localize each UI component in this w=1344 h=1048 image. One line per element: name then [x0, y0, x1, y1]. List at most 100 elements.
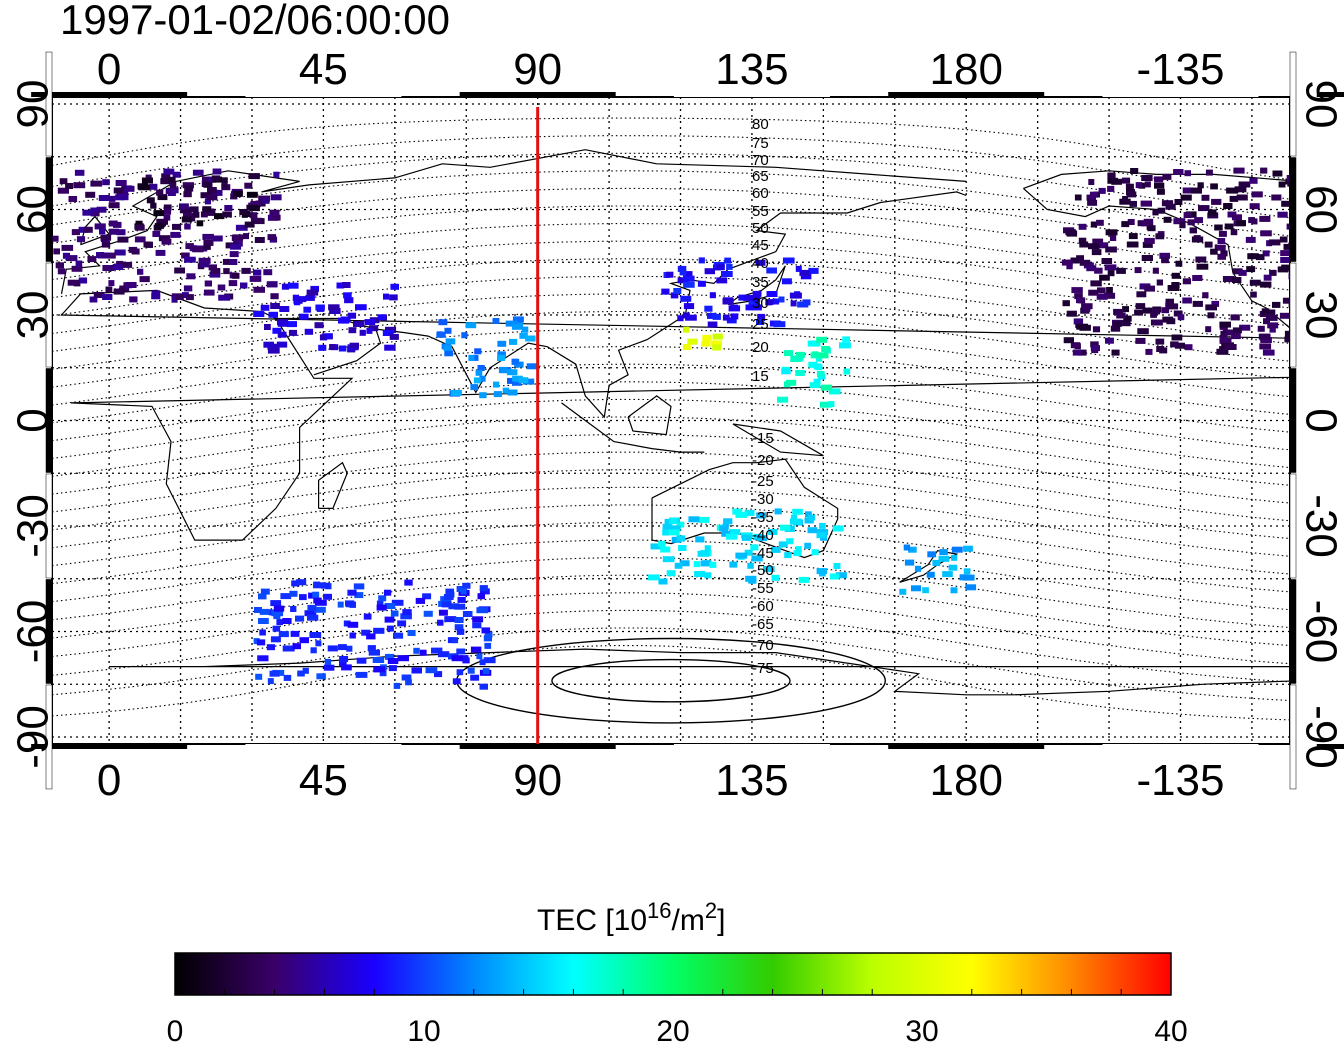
tec-cell: [811, 549, 819, 556]
tec-cell: [1073, 318, 1084, 325]
tec-cell: [1112, 320, 1123, 327]
tec-cell: [338, 345, 347, 352]
tec-cell: [304, 328, 314, 335]
tec-cell: [1214, 224, 1223, 231]
tec-cell: [1284, 330, 1290, 337]
tec-cell: [451, 637, 459, 644]
tec-cell: [168, 176, 176, 183]
tec-cell: [816, 371, 825, 377]
tec-cell: [1333, 344, 1342, 350]
tec-cell: [1088, 179, 1095, 185]
tec-cell: [795, 265, 802, 272]
tec-cell: [100, 234, 112, 241]
tec-cell: [1208, 209, 1217, 216]
tec-cell: [329, 344, 336, 350]
tec-cell: [1280, 250, 1290, 257]
tec-cell: [388, 665, 397, 672]
tec-cell: [198, 257, 211, 264]
left-y-tick-label: 90: [9, 80, 58, 129]
tec-cell: [113, 187, 123, 194]
mlat-contour: [52, 398, 1290, 469]
tec-cell: [124, 185, 135, 192]
tec-cell: [223, 268, 230, 275]
tec-cell: [1129, 200, 1137, 207]
tec-cell: [683, 281, 695, 288]
tec-cell: [280, 593, 292, 600]
tec-cell: [1070, 342, 1081, 349]
tec-cell: [407, 630, 416, 636]
tec-cell: [324, 658, 332, 665]
bottom-axis-bar: [31, 744, 188, 749]
tec-cell: [833, 563, 841, 569]
tec-cell: [299, 594, 307, 601]
tec-cell: [497, 355, 506, 361]
tec-cell: [662, 529, 670, 536]
tec-cell: [255, 673, 263, 680]
tec-cell: [1142, 307, 1153, 314]
tec-cell: [771, 574, 780, 581]
tec-cell: [1222, 329, 1234, 336]
tec-cell: [75, 260, 83, 267]
tec-cell: [1229, 195, 1239, 202]
tec-cell: [716, 277, 728, 284]
tec-cell: [456, 628, 465, 635]
tec-cell: [1125, 183, 1134, 190]
tec-cell: [266, 644, 275, 651]
tec-cell: [773, 321, 786, 328]
tec-cell: [1062, 300, 1070, 307]
coastline: [318, 461, 348, 509]
tec-cell: [272, 327, 282, 334]
tec-cell: [704, 572, 712, 579]
tec-cell: [1105, 337, 1114, 344]
tec-cell: [129, 296, 138, 303]
top-axis-bar: [1316, 92, 1344, 97]
tec-cell: [959, 574, 969, 581]
tec-cell: [1150, 311, 1157, 318]
tec-cell: [1238, 269, 1247, 276]
tec-cell: [387, 658, 399, 664]
tec-cell: [519, 332, 528, 339]
tec-cell: [726, 263, 733, 270]
tec-cell: [338, 317, 350, 324]
tec-cell: [950, 587, 958, 594]
mlat-contour: [52, 486, 1290, 557]
tec-cell: [310, 647, 317, 654]
tec-cell: [1063, 337, 1074, 344]
tec-cell: [1267, 322, 1279, 329]
tec-cell: [662, 556, 675, 563]
mlat-contour: [52, 381, 1290, 451]
bottom-axis-bar: [1316, 744, 1344, 749]
tec-cell: [821, 346, 830, 352]
tec-cell: [217, 284, 226, 291]
tec-cell: [789, 518, 802, 525]
tec-cell: [687, 338, 698, 345]
mlat-contour: [52, 240, 1290, 309]
tec-cell: [1173, 218, 1186, 225]
tec-cell: [800, 273, 812, 280]
tec-cell: [813, 363, 821, 370]
tec-cell: [707, 321, 718, 328]
tec-cell: [1259, 343, 1272, 350]
tec-cell: [349, 342, 359, 349]
tec-cell: [445, 591, 455, 598]
tec-cell: [355, 304, 367, 311]
tec-cell: [353, 321, 365, 327]
tec-cell: [797, 301, 809, 308]
tec-cell: [307, 614, 319, 621]
top-x-tick-label: 45: [299, 45, 348, 94]
tec-cell: [1192, 275, 1203, 281]
tec-cell: [256, 639, 266, 646]
mlat-contour: [52, 469, 1290, 540]
tec-cell: [497, 340, 507, 347]
tec-cell: [390, 283, 399, 290]
tec-cell: [249, 275, 262, 282]
tec-cell: [479, 659, 486, 666]
tec-cell: [228, 280, 238, 287]
tec-cell: [683, 326, 690, 333]
tec-cell: [1284, 336, 1290, 343]
tec-cell: [1279, 312, 1290, 319]
tec-cell: [78, 226, 89, 233]
tec-cell: [479, 683, 488, 690]
tec-cell: [349, 632, 356, 639]
